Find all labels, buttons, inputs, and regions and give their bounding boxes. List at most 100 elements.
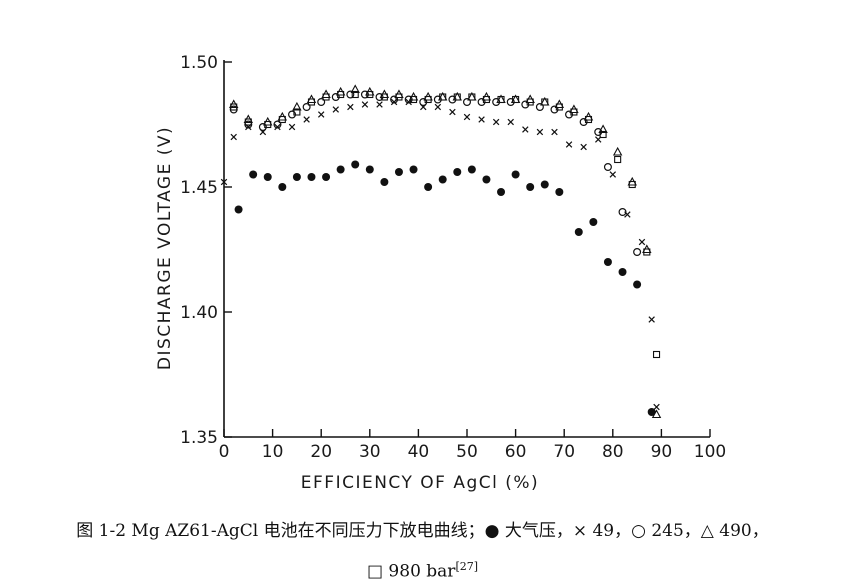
point-49-23 bbox=[551, 128, 558, 136]
point-980-28 bbox=[643, 248, 651, 256]
point-大气压-5 bbox=[307, 173, 316, 181]
point-980-17 bbox=[482, 95, 490, 104]
figure-caption-line-1: 图 1-2 Mg AZ61-AgCl 电池在不同压力下放电曲线；● 大气压，× … bbox=[76, 521, 769, 541]
point-49-6 bbox=[303, 116, 310, 123]
point-大气压-26 bbox=[618, 268, 627, 276]
point-245-28 bbox=[633, 248, 642, 257]
point-490-26 bbox=[612, 146, 623, 156]
point-49-20 bbox=[507, 118, 514, 126]
point-大气压-17 bbox=[482, 175, 491, 184]
x-tick-label-70: 70 bbox=[553, 442, 575, 462]
point-49-24 bbox=[565, 141, 573, 148]
point-980-9 bbox=[366, 90, 374, 99]
point-980-19 bbox=[512, 95, 520, 104]
point-49-8 bbox=[332, 106, 340, 113]
point-大气压-7 bbox=[336, 165, 345, 174]
point-大气压-24 bbox=[589, 218, 598, 226]
point-980-2 bbox=[264, 120, 272, 129]
caption-legend-980: □ 980 bar bbox=[366, 561, 456, 582]
point-980-12 bbox=[409, 95, 418, 104]
point-大气压-21 bbox=[540, 180, 549, 189]
point-49-4 bbox=[274, 123, 281, 131]
x-tick-label-50: 50 bbox=[456, 442, 478, 462]
point-980-15 bbox=[453, 93, 461, 101]
point-大气压-12 bbox=[409, 165, 418, 174]
point-大气压-0 bbox=[234, 205, 243, 214]
point-490-25 bbox=[598, 124, 608, 134]
point-980-6 bbox=[322, 93, 330, 101]
point-大气压-10 bbox=[380, 178, 389, 186]
x-tick-label-40: 40 bbox=[408, 442, 430, 462]
point-大气压-8 bbox=[351, 160, 360, 169]
point-49-29 bbox=[638, 238, 646, 246]
point-49-10 bbox=[361, 101, 369, 108]
point-980-29 bbox=[652, 350, 661, 359]
point-大气压-6 bbox=[322, 173, 331, 181]
point-490-29 bbox=[651, 409, 662, 419]
point-49-19 bbox=[492, 118, 500, 126]
point-245-26 bbox=[603, 163, 612, 172]
point-490-8 bbox=[350, 84, 360, 94]
figure-caption-line-2: □ 980 bar[27] bbox=[0, 560, 845, 582]
point-980-0 bbox=[230, 103, 238, 111]
point-49-0 bbox=[220, 178, 228, 186]
point-大气压-14 bbox=[438, 175, 447, 184]
point-980-27 bbox=[628, 180, 636, 189]
point-49-17 bbox=[463, 113, 471, 121]
caption-reference: [27] bbox=[455, 560, 479, 573]
point-大气压-3 bbox=[278, 183, 287, 191]
point-980-1 bbox=[244, 118, 252, 126]
point-980-24 bbox=[584, 115, 593, 124]
data-marks bbox=[220, 84, 662, 419]
series-490 bbox=[228, 84, 662, 419]
point-大气压-22 bbox=[555, 188, 564, 196]
point-980-14 bbox=[439, 93, 447, 101]
point-980-16 bbox=[468, 93, 476, 101]
point-大气压-18 bbox=[497, 188, 506, 196]
point-980-23 bbox=[570, 108, 578, 116]
point-980-21 bbox=[541, 98, 549, 106]
y-tick-label-3: 1.50 bbox=[180, 53, 218, 73]
point-49-11 bbox=[376, 101, 383, 108]
point-980-26 bbox=[614, 155, 622, 164]
x-tick-label-0: 0 bbox=[219, 442, 230, 462]
point-245-8 bbox=[346, 90, 355, 99]
point-980-25 bbox=[599, 130, 607, 139]
point-49-27 bbox=[609, 171, 617, 178]
x-tick-label-60: 60 bbox=[505, 442, 527, 462]
point-980-18 bbox=[497, 95, 505, 104]
x-axis-title: EFFICIENCY OF AgCl (%) bbox=[301, 473, 539, 493]
point-980-11 bbox=[395, 93, 403, 101]
point-49-30 bbox=[648, 316, 655, 323]
point-49-7 bbox=[317, 111, 325, 118]
discharge-voltage-chart: 0 10 20 30 40 50 60 70 80 90 100 1.35 1.40 1.45 1.50 E… bbox=[155, 53, 726, 493]
point-大气压-11 bbox=[394, 168, 403, 176]
point-245-16 bbox=[463, 97, 472, 106]
y-tick-label-1: 1.40 bbox=[180, 303, 218, 323]
x-tick-label-80: 80 bbox=[602, 442, 624, 462]
x-tick-label-30: 30 bbox=[359, 442, 381, 462]
point-980-8 bbox=[351, 90, 359, 99]
point-245-5 bbox=[302, 102, 311, 111]
point-大气压-23 bbox=[574, 228, 583, 236]
x-tick-label-20: 20 bbox=[310, 442, 332, 462]
point-245-6 bbox=[317, 97, 326, 106]
point-49-15 bbox=[434, 103, 442, 111]
point-49-21 bbox=[522, 126, 529, 133]
y-tick-label-0: 1.35 bbox=[180, 428, 218, 448]
point-大气压-15 bbox=[453, 168, 462, 176]
point-大气压-9 bbox=[365, 165, 374, 174]
point-大气压-4 bbox=[292, 173, 301, 181]
x-tick-label-100: 100 bbox=[694, 442, 726, 462]
point-49-5 bbox=[288, 123, 296, 131]
point-980-20 bbox=[526, 98, 534, 106]
x-tick-label-90: 90 bbox=[651, 442, 673, 462]
point-245-27 bbox=[618, 208, 627, 217]
point-980-3 bbox=[278, 115, 286, 124]
series-980 bbox=[230, 90, 661, 359]
point-大气压-16 bbox=[467, 165, 476, 174]
point-49-1 bbox=[230, 133, 237, 141]
ticks: 0 10 20 30 40 50 60 70 80 90 100 1.35 1.40 1.45 1.50 bbox=[180, 53, 726, 462]
point-980-7 bbox=[337, 90, 345, 99]
point-49-31 bbox=[653, 403, 660, 411]
